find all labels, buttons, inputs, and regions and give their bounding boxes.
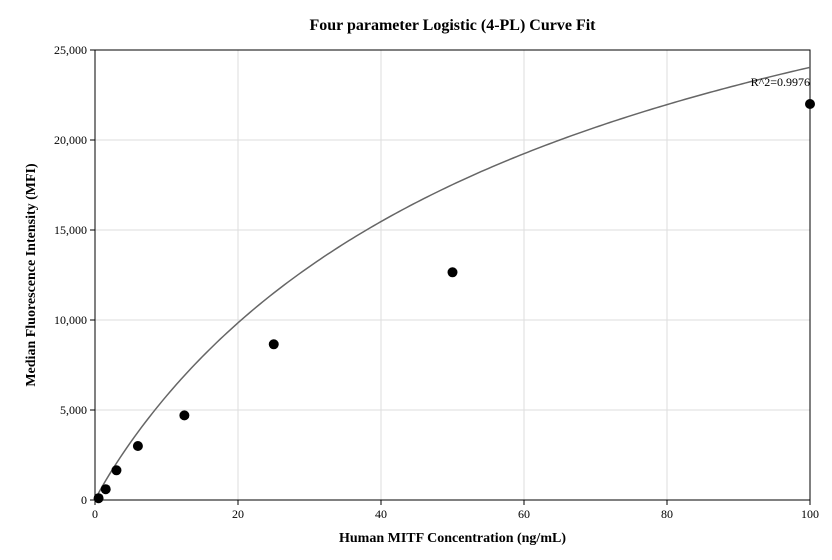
chart-title: Four parameter Logistic (4-PL) Curve Fit — [309, 17, 596, 34]
fit-curve — [95, 67, 810, 500]
y-tick-label: 10,000 — [54, 313, 87, 327]
data-point — [805, 99, 815, 109]
r-squared-annotation: R^2=0.9976 — [751, 75, 810, 89]
y-tick-label: 20,000 — [54, 133, 87, 147]
x-tick-label: 60 — [518, 507, 530, 521]
x-tick-label: 80 — [661, 507, 673, 521]
data-point — [111, 465, 121, 475]
chart-container: 0 20 40 60 80 100 0 5,000 10,000 15,000 20,000 25,0… — [0, 0, 832, 560]
data-point — [269, 339, 279, 349]
data-point — [133, 441, 143, 451]
chart-svg: 0 20 40 60 80 100 0 5,000 10,000 15,000 20,000 25,0… — [0, 0, 832, 560]
x-tick-label: 40 — [375, 507, 387, 521]
x-tick-label: 100 — [801, 507, 819, 521]
x-axis-label: Human MITF Concentration (ng/mL) — [339, 531, 566, 546]
y-tick-label: 15,000 — [54, 223, 87, 237]
x-tick-label: 0 — [92, 507, 98, 521]
data-point — [101, 484, 111, 494]
y-tick-label: 25,000 — [54, 43, 87, 57]
data-point — [94, 493, 104, 503]
y-tick-label: 5,000 — [60, 403, 87, 417]
y-axis-label: Median Fluorescence Intensity (MFI) — [24, 163, 39, 387]
y-tick-label: 0 — [81, 493, 87, 507]
data-point — [448, 267, 458, 277]
x-tick-label: 20 — [232, 507, 244, 521]
data-point — [179, 410, 189, 420]
